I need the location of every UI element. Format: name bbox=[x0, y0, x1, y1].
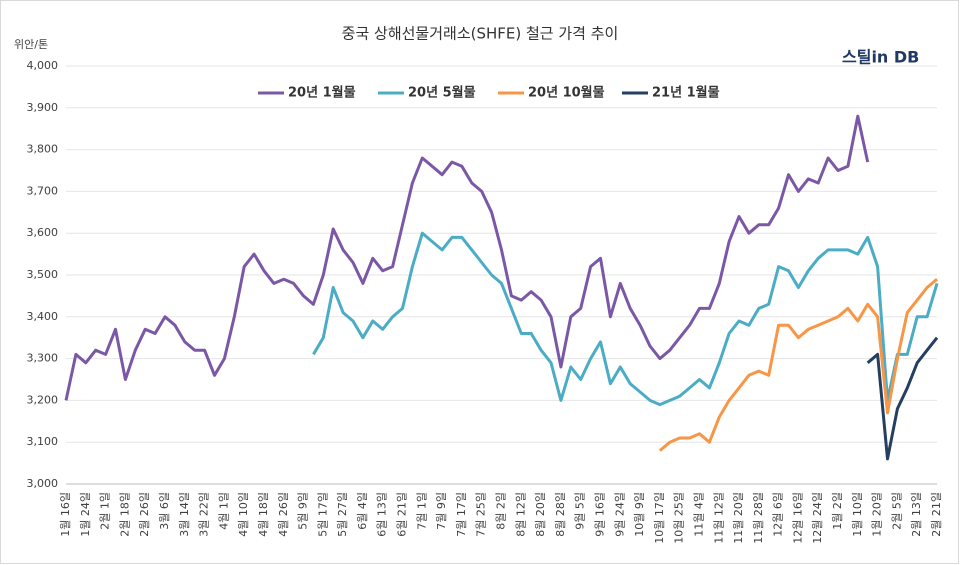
x-tick-label: 9월 24일 bbox=[612, 492, 626, 537]
x-tick-label: 3월 6일 bbox=[157, 492, 171, 530]
x-tick-label: 8월 12일 bbox=[513, 492, 527, 537]
logo: 스틸in DB bbox=[842, 48, 919, 67]
x-tick-label: 12월 24일 bbox=[810, 492, 824, 544]
x-tick-label: 5월 27일 bbox=[335, 492, 349, 537]
x-tick-label: 5월 17일 bbox=[315, 492, 329, 537]
y-tick-label: 3,800 bbox=[27, 143, 59, 156]
y-tick-label: 3,100 bbox=[27, 435, 59, 448]
x-tick-label: 4월 10일 bbox=[236, 492, 250, 537]
x-tick-label: 6월 4일 bbox=[355, 492, 369, 530]
y-axis-label: 위안/톤 bbox=[14, 38, 48, 51]
x-tick-label: 2월 1일 bbox=[98, 492, 112, 530]
x-tick-label: 7월 25일 bbox=[474, 492, 488, 537]
legend-label: 20년 1월물 bbox=[288, 85, 356, 101]
x-tick-label: 1월 2일 bbox=[830, 492, 844, 530]
y-tick-label: 3,300 bbox=[27, 352, 59, 365]
x-tick-label: 2월 18일 bbox=[117, 492, 131, 537]
y-tick-label: 3,000 bbox=[27, 477, 59, 490]
x-tick-label: 6월 21일 bbox=[395, 492, 409, 537]
series-line bbox=[658, 278, 938, 452]
x-tick-label: 4월 26일 bbox=[276, 492, 290, 537]
x-tick-label: 12월 6일 bbox=[771, 492, 785, 537]
series-line bbox=[312, 231, 939, 407]
x-tick-label: 1월 16일 bbox=[58, 492, 72, 537]
x-tick-label: 11월 4일 bbox=[691, 492, 705, 537]
x-tick-label: 10월 25일 bbox=[672, 492, 686, 544]
x-tick-label: 6월 13일 bbox=[375, 492, 389, 537]
x-tick-label: 8월 2일 bbox=[494, 492, 508, 530]
x-tick-label: 1월 10일 bbox=[850, 492, 864, 537]
y-tick-label: 3,900 bbox=[27, 101, 59, 114]
x-tick-label: 11월 12일 bbox=[711, 492, 725, 544]
x-tick-label: 7월 9일 bbox=[434, 492, 448, 530]
x-tick-label: 2월 13일 bbox=[909, 492, 923, 537]
x-tick-label: 2월 21일 bbox=[929, 492, 943, 537]
x-tick-label: 10월 17일 bbox=[652, 492, 666, 544]
y-tick-label: 3,700 bbox=[27, 184, 59, 197]
y-tick-label: 3,500 bbox=[27, 268, 59, 281]
x-tick-label: 7월 17일 bbox=[454, 492, 468, 537]
x-tick-label: 9월 16일 bbox=[592, 492, 606, 537]
x-tick-label: 1월 24일 bbox=[78, 492, 92, 537]
x-tick-label: 3월 22일 bbox=[197, 492, 211, 537]
x-tick-label: 4월 18일 bbox=[256, 492, 270, 537]
chart-title: 중국 상해선물거래소(SHFE) 철근 가격 추이 bbox=[342, 25, 619, 43]
legend-label: 20년 5월물 bbox=[408, 85, 476, 101]
x-tick-label: 9월 5일 bbox=[573, 492, 587, 530]
x-tick-label: 3월 14일 bbox=[177, 492, 191, 537]
x-tick-label: 2월 26일 bbox=[137, 492, 151, 537]
x-tick-label: 11월 28일 bbox=[751, 492, 765, 544]
x-tick-label: 8월 28일 bbox=[553, 492, 567, 537]
y-tick-label: 3,200 bbox=[27, 393, 59, 406]
x-tick-label: 4월 1일 bbox=[216, 492, 230, 530]
series-line bbox=[64, 114, 870, 401]
x-tick-label: 5월 9일 bbox=[296, 492, 310, 530]
legend-label: 20년 10월물 bbox=[528, 85, 605, 101]
y-tick-label: 3,600 bbox=[27, 226, 59, 239]
x-tick-label: 11월 20일 bbox=[731, 492, 745, 544]
x-tick-label: 7월 1일 bbox=[414, 492, 428, 530]
y-tick-label: 3,400 bbox=[27, 310, 59, 323]
x-tick-label: 8월 20일 bbox=[533, 492, 547, 537]
y-tick-label: 4,000 bbox=[27, 59, 59, 72]
legend-label: 21년 1월물 bbox=[652, 85, 720, 101]
x-tick-label: 10월 9일 bbox=[632, 492, 646, 537]
x-tick-label: 2월 5일 bbox=[889, 492, 903, 530]
x-tick-label: 1월 20일 bbox=[870, 492, 884, 537]
x-tick-label: 12월 16일 bbox=[790, 492, 804, 544]
series-line bbox=[866, 336, 939, 461]
